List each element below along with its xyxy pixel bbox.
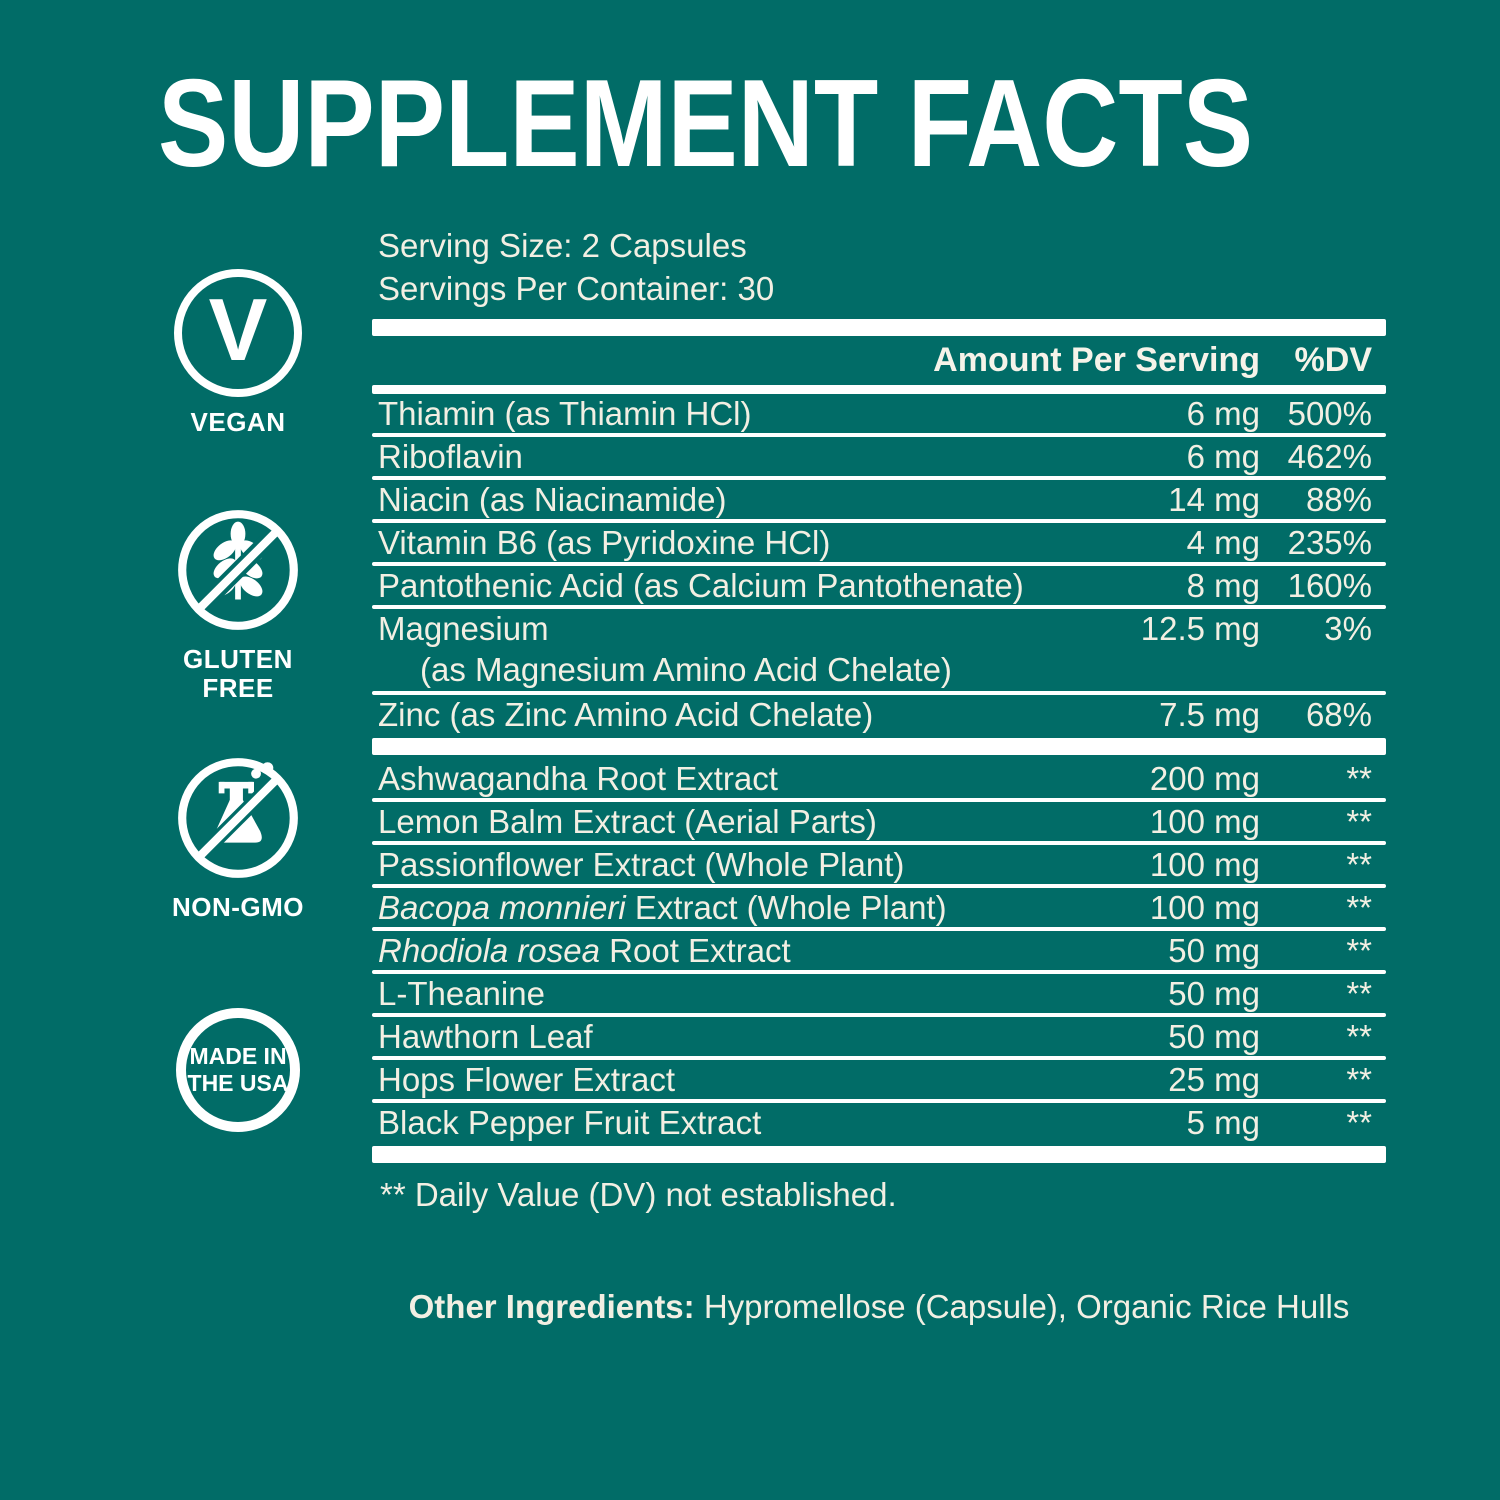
divider-row <box>372 519 1386 523</box>
page-title: SUPPLEMENT FACTS <box>158 55 1254 193</box>
facts-panel: Serving Size: 2 Capsules Servings Per Co… <box>372 224 1386 1215</box>
badge-gluten-free-label: GLUTEN FREE <box>183 644 293 703</box>
servings-per-container: Servings Per Container: 30 <box>378 270 775 307</box>
table-row: Niacin (as Niacinamide) 14 mg 88% <box>378 480 1372 518</box>
table-row: Thiamin (as Thiamin HCl) 6 mg 500% <box>378 394 1372 432</box>
divider-header <box>372 385 1386 394</box>
badge-vegan: V VEGAN <box>148 269 328 437</box>
badge-non-gmo: NON-GMO <box>148 754 328 922</box>
vegan-icon: V <box>174 269 302 397</box>
table-header: Amount Per Serving %DV <box>372 336 1386 385</box>
table-row: Rhodiola rosea Root Extract 50 mg ** <box>378 931 1372 969</box>
divider-row <box>372 1013 1386 1017</box>
other-ingredients-value: Hypromellose (Capsule), Organic Rice Hul… <box>694 1288 1350 1325</box>
serving-size: Serving Size: 2 Capsules <box>378 227 747 264</box>
divider-row <box>372 691 1386 695</box>
header-dv: %DV <box>1294 341 1372 379</box>
divider-row <box>372 562 1386 566</box>
divider-row <box>372 476 1386 480</box>
divider-thick <box>372 738 1386 755</box>
divider-thick <box>372 1146 1386 1163</box>
table-row-continuation: (as Magnesium Amino Acid Chelate) <box>420 650 952 688</box>
divider-row <box>372 605 1386 609</box>
table-row: Ashwagandha Root Extract 200 mg ** <box>378 759 1372 797</box>
dv-footnote: ** Daily Value (DV) not established. <box>380 1176 897 1213</box>
divider-row <box>372 1056 1386 1060</box>
divider-thick <box>372 319 1386 336</box>
table-row: Lemon Balm Extract (Aerial Parts) 100 mg… <box>378 802 1372 840</box>
other-ingredients-label: Other Ingredients: <box>408 1288 695 1325</box>
table-row: Bacopa monnieri Extract (Whole Plant) 10… <box>378 888 1372 926</box>
non-gmo-icon <box>178 758 298 878</box>
table-row: Passionflower Extract (Whole Plant) 100 … <box>378 845 1372 883</box>
divider-row <box>372 433 1386 437</box>
made-usa-icon: MADE IN THE USA <box>176 1008 300 1132</box>
table-row: Pantothenic Acid (as Calcium Pantothenat… <box>378 566 1372 604</box>
divider-row <box>372 1099 1386 1103</box>
table-row: Black Pepper Fruit Extract 5 mg ** <box>378 1103 1372 1141</box>
table-row: Magnesium 12.5 mg 3% <box>378 609 1372 647</box>
badge-made-usa: MADE IN THE USA <box>148 1008 328 1132</box>
table-row: Zinc (as Zinc Amino Acid Chelate) 7.5 mg… <box>378 695 1372 733</box>
badge-vegan-label: VEGAN <box>190 407 286 437</box>
other-ingredients: Other Ingredients: Hypromellose (Capsule… <box>372 1288 1386 1326</box>
table-row: Riboflavin 6 mg 462% <box>378 437 1372 475</box>
divider-row <box>372 798 1386 802</box>
header-amount: Amount Per Serving <box>933 341 1260 379</box>
table-row: Hawthorn Leaf 50 mg ** <box>378 1017 1372 1055</box>
divider-row <box>372 841 1386 845</box>
divider-row <box>372 970 1386 974</box>
badge-non-gmo-label: NON-GMO <box>171 892 305 922</box>
divider-row <box>372 927 1386 931</box>
divider-row <box>372 884 1386 888</box>
table-row: L-Theanine 50 mg ** <box>378 974 1372 1012</box>
table-row: Vitamin B6 (as Pyridoxine HCl) 4 mg 235% <box>378 523 1372 561</box>
gluten-free-icon <box>178 510 298 630</box>
table-row: Hops Flower Extract 25 mg ** <box>378 1060 1372 1098</box>
badge-gluten-free: GLUTEN FREE <box>148 506 328 703</box>
